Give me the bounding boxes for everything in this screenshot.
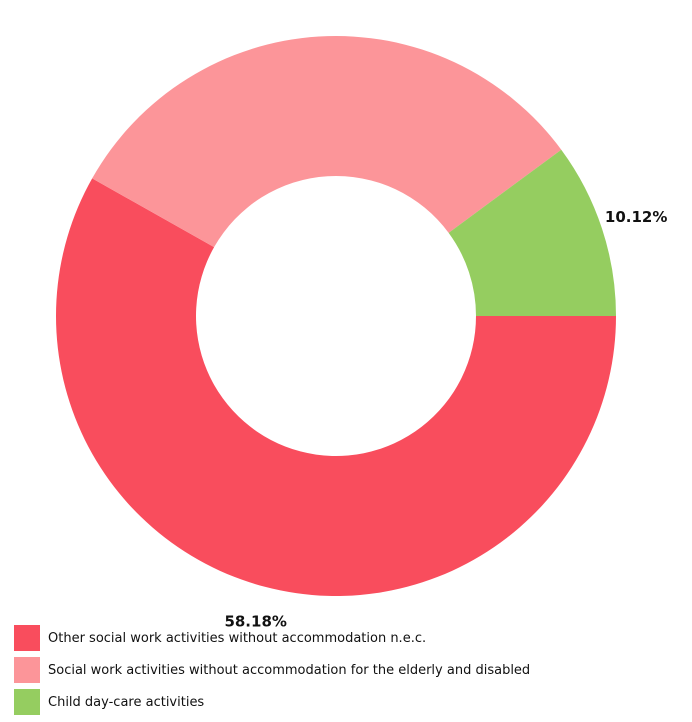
legend-swatch-3 — [14, 689, 40, 715]
legend-label-2: Social work activities without accommoda… — [48, 662, 531, 678]
slice-2 — [92, 36, 562, 248]
legend-label-1: Other social work activities without acc… — [48, 630, 427, 646]
slice-label-3: 10.12% — [605, 208, 667, 226]
slices-group — [56, 36, 617, 596]
legend-swatch-2 — [14, 657, 40, 683]
labels-group: 58.18% 10.12% — [224, 208, 667, 630]
slice-3 — [448, 149, 616, 316]
legend-label-3: Child day-care activities — [48, 694, 205, 710]
legend-swatch-1 — [14, 625, 40, 651]
legend-item-3: Child day-care activities — [14, 689, 684, 715]
legend-item-1: Other social work activities without acc… — [14, 625, 684, 651]
legend: Other social work activities without acc… — [14, 625, 684, 722]
legend-item-2: Social work activities without accommoda… — [14, 657, 684, 683]
slice-label-1: 58.18% — [224, 613, 286, 631]
slice-1 — [56, 178, 617, 596]
